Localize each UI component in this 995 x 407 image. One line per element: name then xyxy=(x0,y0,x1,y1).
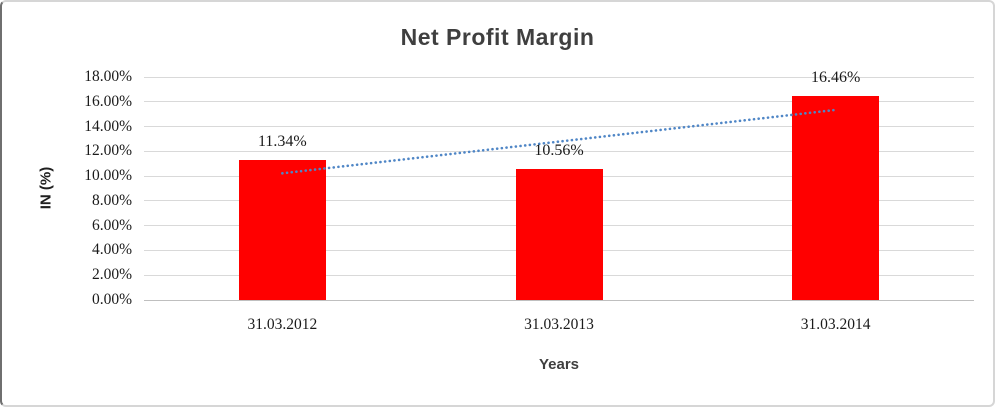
y-tick-label: 4.00% xyxy=(91,241,132,259)
bar-value-label: 11.34% xyxy=(257,132,307,150)
y-tick-label: 12.00% xyxy=(84,142,132,160)
x-tick-label: 31.03.2012 xyxy=(247,316,318,333)
y-tick-label: 0.00% xyxy=(91,291,132,308)
gridline xyxy=(144,150,974,152)
chart-title: Net Profit Margin xyxy=(400,24,595,50)
bar xyxy=(515,169,603,300)
x-tick-label: 31.03.2013 xyxy=(524,316,594,333)
gridline xyxy=(144,126,974,128)
gridline xyxy=(144,101,974,103)
y-tick-label: 10.00% xyxy=(84,167,132,185)
gridline xyxy=(144,299,974,301)
x-axis-title: Years xyxy=(538,356,580,373)
y-tick-label: 2.00% xyxy=(91,266,132,284)
bar-value-label: 10.56% xyxy=(534,142,584,160)
bar-value-label: 16.46% xyxy=(810,69,861,87)
y-tick-label: 16.00% xyxy=(84,92,132,110)
y-tick-label: 6.00% xyxy=(91,216,132,234)
y-tick-label: 8.00% xyxy=(91,191,132,209)
gridline xyxy=(144,76,974,78)
bar xyxy=(238,159,326,300)
bar xyxy=(792,96,880,300)
y-tick-label: 18.00% xyxy=(84,68,132,85)
x-tick-label: 31.03.2014 xyxy=(800,316,871,333)
y-tick-label: 14.00% xyxy=(84,117,132,135)
trendline xyxy=(281,108,837,175)
